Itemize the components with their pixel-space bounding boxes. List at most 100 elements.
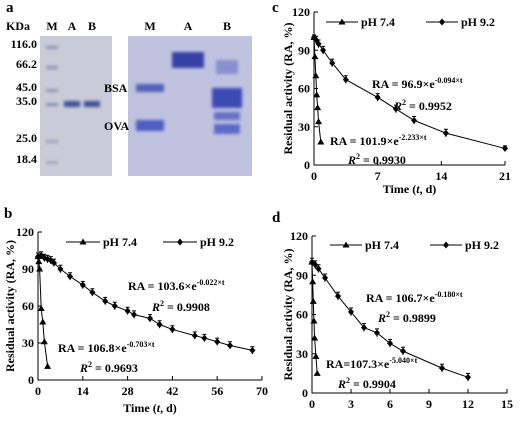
data-point: [156, 321, 163, 328]
data-point: [315, 265, 322, 273]
y-tick-label: 60: [22, 299, 34, 313]
data-point: [227, 341, 233, 349]
lane-label: B: [88, 19, 96, 33]
data-point: [311, 53, 319, 60]
band-label: BSA: [104, 81, 128, 95]
gel-right-bands: [136, 52, 242, 134]
x-tick-label: 14: [435, 169, 447, 183]
lane-label: B: [223, 19, 231, 33]
data-point: [374, 93, 381, 101]
lane-label: A: [184, 19, 193, 33]
legend-item: pH 7.4: [330, 238, 399, 252]
legend-marker: [177, 238, 183, 246]
annotation-base: R: [347, 153, 356, 167]
series-line: [37, 256, 49, 367]
annotation-exponent: 2: [88, 360, 92, 369]
annotation-exponent: -5.040×t: [389, 356, 417, 365]
annotation-exponent: 2: [346, 376, 350, 385]
legend-marker: [439, 18, 445, 26]
y-tick-label: 30: [22, 336, 34, 350]
y-tick-label: 120: [290, 229, 308, 243]
x-tick-label: 42: [166, 384, 178, 398]
panel-label: a: [6, 0, 14, 16]
annotation-base: RA = 106.7×e: [366, 291, 435, 305]
data-point: [392, 105, 399, 113]
legend-label: pH 7.4: [365, 238, 399, 252]
annotation-exponent: 2: [160, 299, 164, 308]
data-point: [169, 325, 176, 333]
annotation: RA=107.3×e-5.040×t: [326, 356, 418, 371]
x-tick-label: 3: [348, 397, 354, 411]
data-point: [124, 307, 131, 315]
lane-label: M: [46, 19, 57, 33]
annotation-tail: = 0.9899: [390, 311, 436, 325]
gel-unit: KDa: [6, 19, 30, 33]
chart-panel: c 0 30 60 90 120 0 7 14 21 Residual activity (RA, …: [272, 0, 511, 196]
legend-label: pH 9.2: [461, 15, 495, 29]
lane-label: M: [144, 19, 155, 33]
data-point: [317, 138, 325, 145]
annotation: RA = 96.9×e-0.094×t: [372, 76, 463, 91]
annotation-base: R: [393, 99, 402, 113]
x-tick-label: 7: [375, 169, 381, 183]
annotation: RA = 106.8×e-0.703×t: [58, 340, 155, 355]
data-point: [309, 297, 317, 304]
x-axis-label-part: t: [416, 182, 420, 196]
annotation-base: RA = 101.9×e: [330, 134, 399, 148]
data-point: [465, 373, 471, 381]
legend-marker: [342, 241, 350, 248]
data-point: [214, 338, 221, 346]
data-point: [147, 314, 153, 322]
x-tick-label: 21: [499, 169, 511, 183]
data-point: [309, 278, 317, 285]
gel-panel: a KDa M A B M A B116.066.245.035.025.018.4BSA…: [6, 0, 252, 176]
annotation-exponent: -0.022×t: [197, 278, 225, 287]
data-point: [51, 259, 57, 267]
y-axis-label: Residual activity (RA, %): [281, 249, 295, 381]
annotation-tail: = 0.9930: [360, 153, 406, 167]
data-point: [102, 297, 109, 305]
data-point: [312, 261, 319, 269]
x-axis-label: Time (t, d): [383, 182, 436, 196]
annotation-base: R: [151, 300, 160, 314]
data-point: [191, 332, 198, 340]
x-tick-label: 0: [35, 384, 41, 398]
y-tick-label: 30: [296, 347, 308, 361]
annotation: RA = 103.6×e-0.022×t: [128, 278, 225, 293]
data-point: [361, 324, 367, 332]
marker-label: 25.0: [16, 131, 37, 145]
data-point: [79, 281, 86, 289]
annotation-exponent: -2.233×t: [399, 133, 427, 142]
data-point: [502, 144, 508, 152]
legend-item: pH 7.4: [326, 15, 395, 29]
y-tick-label: 60: [298, 82, 310, 96]
data-point: [40, 338, 48, 345]
legend-marker: [79, 238, 87, 245]
panel-label: d: [272, 210, 281, 226]
data-point: [201, 334, 208, 342]
y-tick-label: 60: [296, 308, 308, 322]
legend-item: pH 9.2: [426, 15, 495, 29]
annotation: R2 = 0.9904: [337, 376, 396, 391]
data-point: [400, 347, 406, 355]
data-point: [329, 59, 336, 67]
axis-line: [37, 232, 262, 381]
annotation-exponent: 2: [386, 310, 390, 319]
lane-label: A: [68, 19, 77, 33]
legend-label: pH 7.4: [361, 15, 395, 29]
x-tick-label: 15: [501, 397, 513, 411]
data-point: [313, 91, 321, 98]
annotation-tail: = 0.9908: [164, 300, 210, 314]
x-axis-label-part: t: [157, 401, 161, 415]
gel-left-bands: [46, 46, 100, 164]
data-point: [387, 339, 393, 347]
legend-item: pH 9.2: [163, 235, 234, 249]
data-point: [111, 302, 118, 310]
annotation-base: R: [79, 361, 88, 375]
annotation-exponent: -0.094×t: [435, 76, 463, 85]
annotation-exponent: 2: [402, 98, 406, 107]
panel-label: b: [4, 206, 12, 222]
data-point: [411, 116, 418, 124]
y-tick-label: 120: [16, 225, 34, 239]
